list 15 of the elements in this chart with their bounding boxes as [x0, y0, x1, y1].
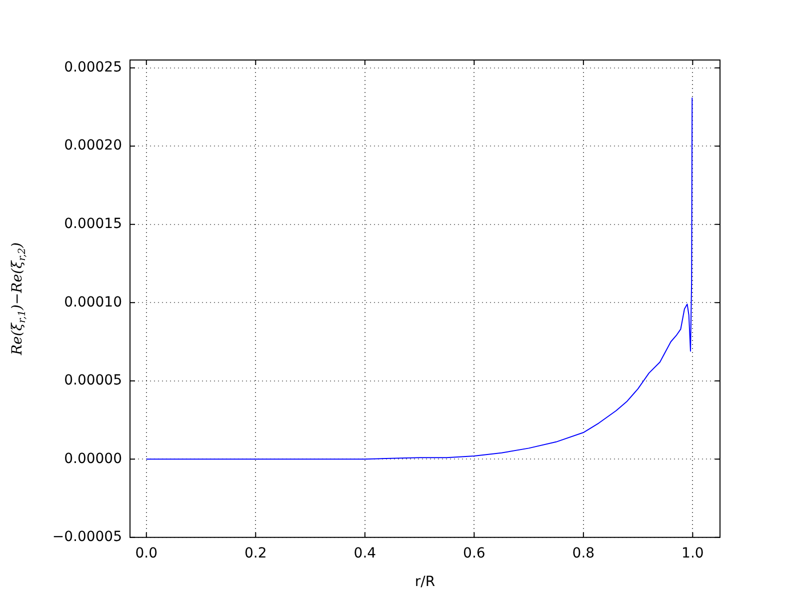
- y-tick-label: 0.00015: [64, 216, 122, 232]
- y-tick-label: 0.00025: [64, 59, 122, 76]
- x-tick-label: 0.0: [135, 545, 158, 562]
- x-tick-label: 0.8: [572, 545, 595, 562]
- x-axis-title: r/R: [414, 574, 436, 590]
- x-tick-label: 0.4: [354, 545, 376, 562]
- y-tick-label: −0.00005: [52, 529, 122, 546]
- y-axis-title: Re(ξr,1)−Re(ξr,2): [10, 242, 28, 356]
- x-tick-label: 0.2: [244, 545, 267, 562]
- x-tick-label: 1.0: [682, 545, 704, 562]
- y-tick-label: 0.00020: [64, 138, 122, 154]
- y-tick-label: 0.00005: [64, 372, 122, 389]
- x-tick-label: 0.6: [463, 545, 486, 562]
- y-tick-label: 0.00010: [64, 294, 122, 310]
- y-tick-label: 0.00000: [64, 450, 122, 467]
